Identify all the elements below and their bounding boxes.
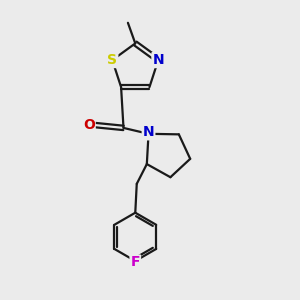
- Text: N: N: [143, 125, 154, 139]
- Text: N: N: [152, 53, 164, 67]
- Text: S: S: [107, 53, 117, 67]
- Text: F: F: [130, 256, 140, 269]
- Text: O: O: [83, 118, 95, 132]
